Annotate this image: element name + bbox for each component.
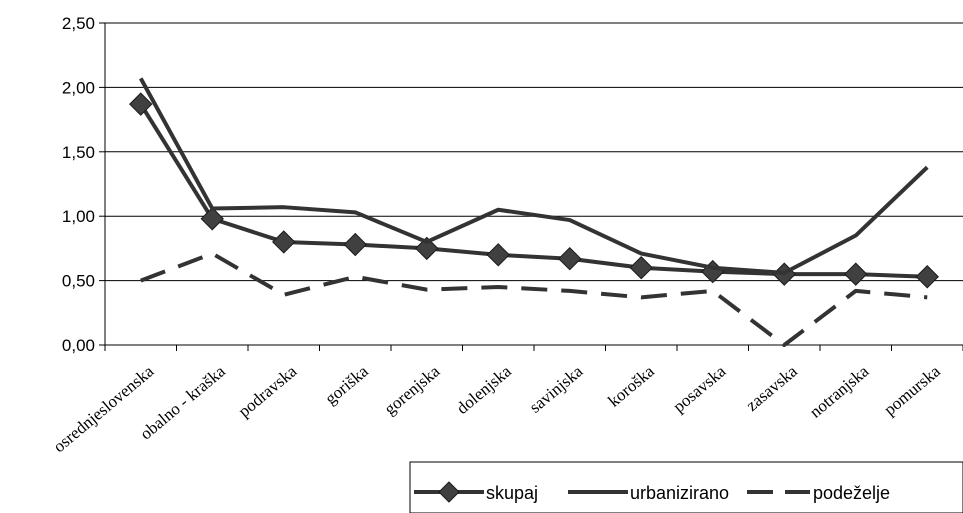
data-point-marker (915, 265, 939, 289)
x-tick-label: pomurska (880, 361, 944, 419)
legend-label: podeželje (813, 483, 890, 503)
x-tick-label: dolenjska (453, 361, 515, 418)
x-tick-label: notranjska (806, 361, 873, 421)
x-tick-label: gorenjska (380, 361, 443, 418)
data-point-marker (129, 92, 153, 116)
data-point-marker (272, 230, 296, 254)
data-point-marker (343, 232, 367, 257)
x-tick-label: goriška (321, 361, 372, 408)
x-tick-label: koroška (604, 361, 658, 410)
legend-box (409, 461, 963, 513)
legend-label: urbanizirano (630, 483, 729, 503)
series-line-2 (140, 251, 928, 347)
x-tick-label: zasavska (742, 361, 801, 415)
y-tick-label: 0,50 (62, 272, 95, 291)
legend-marker (438, 481, 460, 503)
legend-label: skupaj (486, 483, 538, 503)
data-point-marker (558, 246, 582, 271)
x-tick-label: osrednjeslovenska (50, 361, 158, 456)
data-point-marker (200, 207, 224, 231)
y-tick-label: 0,00 (62, 336, 95, 355)
y-tick-label: 1,50 (62, 143, 95, 162)
legend: skupaj urbanizirano podeželje (409, 461, 963, 513)
y-tick-label: 2,50 (62, 14, 95, 33)
data-point-marker (701, 259, 725, 284)
data-point-marker (844, 262, 868, 286)
series-line-1 (138, 77, 929, 275)
series-line-0 (139, 103, 928, 279)
data-point-marker (629, 256, 653, 280)
axes (99, 22, 963, 351)
x-tick-label: podravska (235, 361, 301, 421)
y-axis-tick-labels: 0,00 0,50 1,00 1,50 2,00 2,50 (62, 14, 95, 355)
data-point-marker (415, 236, 439, 261)
y-tick-label: 1,00 (62, 207, 95, 226)
y-tick-label: 2,00 (62, 78, 95, 97)
gridlines (105, 22, 963, 282)
data-point-marker (486, 243, 510, 267)
x-tick-label: posavska (669, 361, 729, 416)
x-tick-label: savinjska (526, 361, 587, 417)
series-lines (129, 77, 939, 347)
